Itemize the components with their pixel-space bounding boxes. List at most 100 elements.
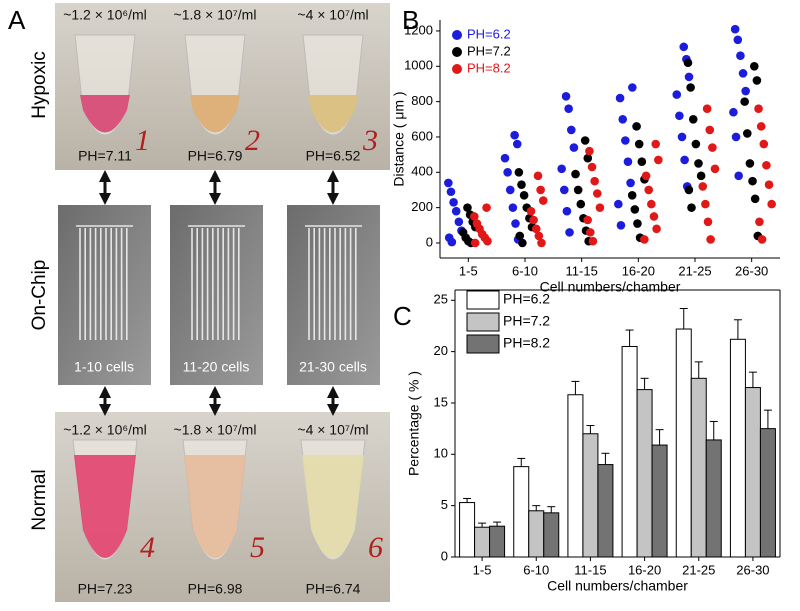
y-tick-label: 1200 xyxy=(404,22,433,37)
point xyxy=(571,169,580,179)
point xyxy=(616,221,626,230)
legend-swatch xyxy=(466,312,500,332)
legend-marker xyxy=(452,64,462,74)
point xyxy=(654,155,663,165)
point xyxy=(742,129,752,138)
point xyxy=(633,219,642,228)
point xyxy=(483,236,492,246)
point xyxy=(677,132,687,142)
legend-label: PH=8.2 xyxy=(503,335,550,351)
point xyxy=(741,86,750,96)
bar xyxy=(729,338,746,558)
point xyxy=(756,122,766,131)
concentration: ~1.8 × 10⁷/ml xyxy=(174,7,257,23)
point xyxy=(734,171,743,181)
point xyxy=(454,217,464,227)
point xyxy=(510,130,519,140)
point xyxy=(588,236,598,246)
point xyxy=(534,231,544,241)
chip-image xyxy=(58,205,151,385)
point xyxy=(449,198,458,207)
ph-label: PH=6.79 xyxy=(188,148,243,164)
point xyxy=(683,58,693,68)
point xyxy=(529,215,538,225)
point xyxy=(508,203,518,212)
point xyxy=(444,178,453,188)
point xyxy=(680,155,689,165)
ph-label: PH=6.74 xyxy=(306,581,361,597)
point xyxy=(514,168,524,177)
point xyxy=(640,235,649,244)
point xyxy=(759,139,769,149)
point xyxy=(706,235,715,244)
point xyxy=(762,160,771,170)
x-tick-label: 11-15 xyxy=(574,562,606,577)
point xyxy=(533,171,543,181)
legend-swatch xyxy=(466,290,500,310)
point xyxy=(531,224,541,234)
point xyxy=(592,189,602,198)
y-tick-label: 200 xyxy=(411,199,433,214)
point xyxy=(694,159,703,168)
x-tick-label: 21-25 xyxy=(678,263,711,278)
ph-label: PH=7.11 xyxy=(78,148,132,164)
point xyxy=(710,164,720,174)
point xyxy=(519,190,529,200)
point xyxy=(505,185,515,195)
point xyxy=(536,185,545,195)
legend-marker xyxy=(452,30,462,40)
point xyxy=(623,157,633,167)
bar xyxy=(651,444,668,558)
bar xyxy=(567,394,584,558)
y-tick-label: 15 xyxy=(434,394,448,409)
point xyxy=(652,224,661,234)
liquid xyxy=(74,455,136,558)
point xyxy=(691,139,701,149)
concentration: ~1.2 × 10⁶/ml xyxy=(63,422,147,438)
tube-number: 6 xyxy=(368,531,383,564)
point xyxy=(576,199,586,209)
point xyxy=(626,178,635,188)
point xyxy=(583,215,592,225)
point xyxy=(515,231,525,241)
point xyxy=(686,83,695,92)
point xyxy=(730,24,740,34)
point xyxy=(538,196,548,205)
point xyxy=(627,190,637,200)
point xyxy=(595,203,605,212)
y-axis-label: Distance ( μm ) xyxy=(391,91,407,186)
tube-number: 2 xyxy=(245,124,260,157)
liquid xyxy=(302,455,364,558)
cell-range: 11-20 cells xyxy=(183,359,250,375)
panel-letter: C xyxy=(393,301,412,331)
x-tick-label: 16-20 xyxy=(622,263,655,278)
point xyxy=(621,136,630,145)
bar xyxy=(705,439,722,558)
tube-number: 5 xyxy=(250,531,265,564)
point xyxy=(641,171,651,181)
point xyxy=(729,107,738,117)
point xyxy=(559,185,569,195)
point xyxy=(749,61,759,71)
point xyxy=(740,97,749,106)
point xyxy=(731,132,741,142)
legend-label: PH=7.2 xyxy=(503,313,550,329)
bar xyxy=(597,464,614,558)
point xyxy=(703,217,713,227)
bar xyxy=(528,510,545,558)
legend-label: PH=8.2 xyxy=(467,60,511,75)
ph-label: PH=6.52 xyxy=(306,148,361,164)
point xyxy=(463,203,472,212)
cell-range: 21-30 cells xyxy=(299,359,367,375)
x-axis-label: Cell numbers/chamber xyxy=(547,578,688,594)
point xyxy=(687,203,696,212)
point xyxy=(566,125,576,135)
bar xyxy=(543,512,560,558)
y-tick-label: 800 xyxy=(411,93,433,108)
point xyxy=(651,139,661,149)
point xyxy=(585,146,594,156)
point xyxy=(587,162,597,172)
point xyxy=(733,35,743,45)
chip-image xyxy=(170,205,263,385)
